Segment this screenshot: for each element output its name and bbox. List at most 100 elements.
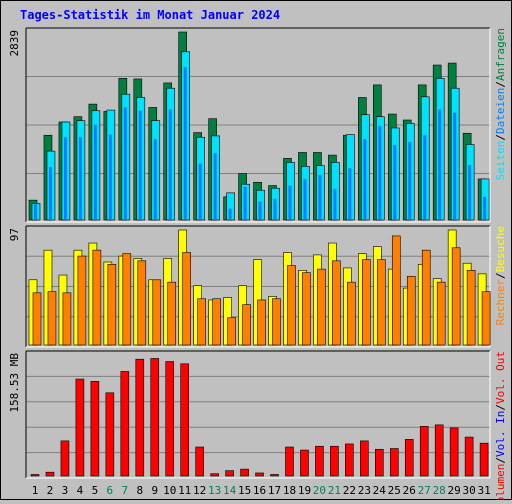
bar-rechner [362,259,371,346]
bar-rechner [451,247,461,346]
bar-dateien [303,178,307,220]
bar-rechner [406,275,416,346]
bar-rechner [302,272,311,346]
x-tick-label: 19 [298,484,311,497]
bar-dateien [48,167,52,220]
x-tick-label: 4 [77,484,84,497]
bar-volumen [404,439,414,477]
bar-rechner [317,268,326,346]
bar-rechner [152,279,162,346]
bar-dateien [108,134,112,220]
legend-entry: Seiten [494,141,507,181]
legend-separator: / [494,272,507,279]
x-tick-label: 2 [47,484,54,497]
bar-rechner [227,317,236,346]
legend: Seiten/Dateien/Anfragen [494,28,507,180]
x-tick-label: 5 [92,484,99,497]
bar-rechner [332,260,341,346]
x-tick-label: 28 [433,484,446,497]
bar-volumen [389,448,399,477]
x-tick-label: 24 [373,484,387,497]
bar-volumen [135,358,145,477]
bar-volumen [419,426,429,477]
bar-volumen [150,358,160,477]
bar-volumen [479,442,489,477]
bar-dateien [228,208,232,220]
bar-volumen [225,470,234,477]
x-tick-label: 15 [238,484,251,497]
x-tick-label: 27 [418,484,431,497]
legend-separator: / [494,134,507,141]
legend-separator: / [494,81,507,88]
bar-volumen [434,424,444,477]
bar-dateien [348,168,352,220]
bar-rechner [272,298,281,346]
bar-volumen [360,440,369,477]
legend-entry: Dateien [494,88,507,134]
x-tick-label: 18 [283,484,296,497]
bar-volumen [255,472,264,477]
legend-entry: Anfragen [494,28,507,81]
legend: Volumen/Vol. In/Vol. Out [494,351,507,500]
x-tick-label: 1 [32,484,39,497]
x-tick-label: 21 [328,484,341,497]
x-tick-label: 22 [343,484,356,497]
bar-dateien [408,141,412,220]
bar-rechner [47,291,57,346]
bar-volumen [449,427,459,477]
bar-volumen [75,378,85,477]
x-tick-label: 7 [122,484,129,497]
panel-middle: 97 Rechner/Besuche [8,225,507,348]
x-tick-label: 29 [448,484,461,497]
bar-rechner [122,253,132,346]
bar-dateien [273,198,277,220]
bar-dateien [288,185,292,220]
legend-entry: Vol. In [494,411,507,457]
bar-rechner [107,264,117,346]
x-tick-label: 13 [208,484,221,497]
legend-separator: / [494,404,507,411]
bar-volumen [90,381,100,477]
x-tick-label: 23 [358,484,371,497]
bar-volumen [300,449,309,477]
bar-volumen [45,471,55,477]
x-tick-label: 16 [253,484,266,497]
bar-volumen [345,443,354,477]
legend-entry: Volumen [494,464,507,500]
bar-dateien [123,107,127,220]
bar-rechner [212,298,221,346]
x-tick-label: 12 [193,484,206,497]
bar-dateien [168,109,172,220]
bar-volumen [464,436,474,477]
bar-volumen [285,446,294,477]
x-tick-label: 11 [178,484,191,497]
y-axis-label: 2839 [8,30,21,57]
bar-volumen [330,445,339,477]
bar-volumen [240,468,249,477]
x-tick-label: 14 [223,484,237,497]
bar-rechner [32,292,42,346]
bar-dateien [483,196,487,220]
bar-dateien [318,174,322,220]
legend-separator: / [494,457,507,464]
bar-volumen [195,446,204,477]
bar-dateien [393,145,397,220]
bar-rechner [391,235,401,346]
bar-volumen [180,363,189,477]
legend: Rechner/Besuche [494,226,507,325]
x-tick-label: 31 [477,484,490,497]
bar-rechner [197,298,206,346]
bar-volumen [315,445,324,477]
y-axis-label: 158.53 MB [8,353,21,413]
bar-rechner [287,265,296,346]
x-tick-label: 25 [388,484,401,497]
bar-dateien [63,137,67,220]
bar-dateien [93,124,97,220]
bar-dateien [183,67,187,221]
x-tick-label: 30 [463,484,476,497]
bar-rechner [257,299,266,346]
bar-volumen [60,440,70,477]
bar-rechner [421,249,431,346]
bar-dateien [34,203,37,220]
